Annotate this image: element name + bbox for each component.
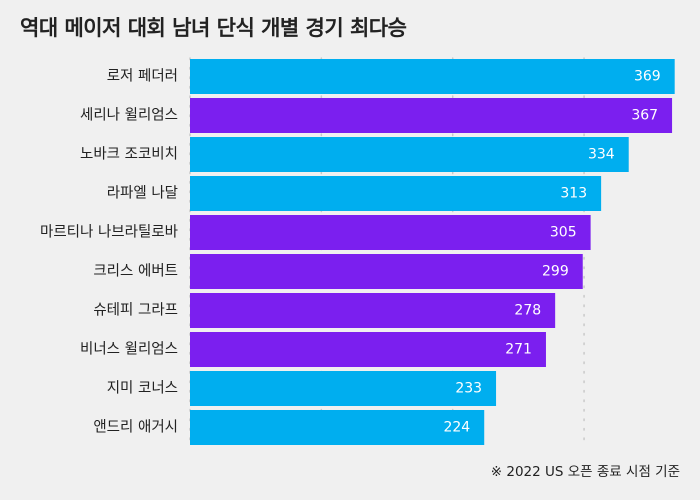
value-label: 334 bbox=[588, 147, 615, 163]
value-label: 313 bbox=[560, 186, 587, 202]
value-label: 233 bbox=[455, 381, 482, 397]
bar-8 bbox=[190, 332, 546, 367]
value-label: 224 bbox=[443, 420, 470, 436]
value-label: 367 bbox=[631, 108, 658, 124]
bar-5 bbox=[190, 215, 591, 250]
bar-10 bbox=[190, 410, 485, 445]
bar-9 bbox=[190, 371, 497, 406]
category-label: 로저 페더러 bbox=[107, 68, 178, 85]
category-label: 노바크 조코비치 bbox=[80, 146, 178, 163]
label-layer: 로저 페더러 369 세리나 윌리엄스 367 노바크 조코비치 334 라파엘 나달 313… bbox=[40, 68, 661, 436]
value-label: 299 bbox=[542, 264, 569, 280]
chart-footnote: ※ 2022 US 오픈 종료 시점 기준 bbox=[490, 464, 680, 480]
category-label: 크리스 에버트 bbox=[93, 263, 178, 280]
value-label: 369 bbox=[634, 69, 661, 85]
category-label: 마르티나 나브라틸로바 bbox=[40, 224, 178, 241]
bar-4 bbox=[190, 176, 602, 211]
bar-6 bbox=[190, 254, 583, 289]
bar-7 bbox=[190, 293, 556, 328]
bar-layer bbox=[190, 59, 675, 445]
category-label: 지미 코너스 bbox=[107, 380, 178, 397]
category-label: 슈테피 그라프 bbox=[93, 302, 178, 319]
value-label: 278 bbox=[514, 303, 541, 319]
chart-title: 역대 메이저 대회 남녀 단식 개별 경기 최다승 bbox=[20, 16, 407, 40]
category-label: 세리나 윌리엄스 bbox=[80, 107, 178, 124]
bar-2 bbox=[190, 98, 673, 133]
value-label: 271 bbox=[505, 342, 532, 358]
bar-1 bbox=[190, 59, 675, 94]
value-label: 305 bbox=[550, 225, 577, 241]
category-label: 비너스 윌리엄스 bbox=[80, 341, 178, 358]
bar-3 bbox=[190, 137, 629, 172]
category-label: 앤드리 애거시 bbox=[93, 419, 178, 436]
category-label: 라파엘 나달 bbox=[107, 185, 178, 202]
